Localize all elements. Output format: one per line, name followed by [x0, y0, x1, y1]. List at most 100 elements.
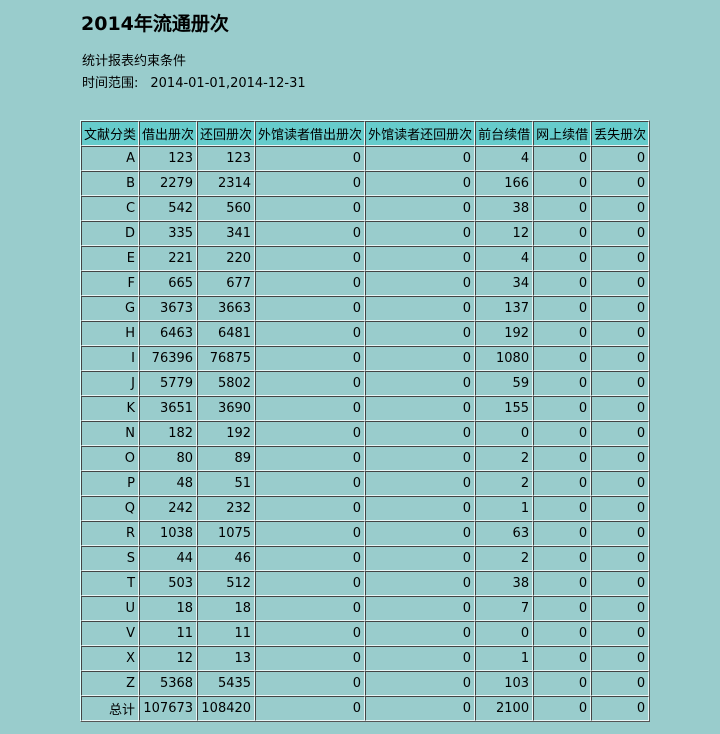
count-cell: 560 [197, 196, 256, 221]
count-cell: 0 [533, 146, 592, 171]
count-cell: 0 [365, 146, 476, 171]
category-cell: E [81, 246, 140, 271]
circulation-table: 文献分类 借出册次 还回册次 外馆读者借出册次 外馆读者还回册次 前台续借 网上续借 丢失册次… [80, 120, 651, 722]
count-cell: 542 [139, 196, 198, 221]
count-cell: 0 [365, 646, 476, 671]
count-cell: 677 [197, 271, 256, 296]
count-cell: 0 [365, 421, 476, 446]
count-cell: 0 [365, 246, 476, 271]
count-cell: 2 [475, 546, 534, 571]
column-header: 外馆读者借出册次 [255, 121, 366, 146]
count-cell: 0 [255, 521, 366, 546]
category-cell: S [81, 546, 140, 571]
count-cell: 0 [255, 671, 366, 696]
count-cell: 76396 [139, 346, 198, 371]
count-cell: 46 [197, 546, 256, 571]
count-cell: 0 [365, 446, 476, 471]
count-cell: 0 [591, 146, 650, 171]
table-body: A 123 123 0 0 4 0 0 B 2279 2314 0 0 166 0 0 C 542 560 0 0 38 0… [81, 146, 650, 721]
category-cell: H [81, 321, 140, 346]
table-row: F 665 677 0 0 34 0 0 [81, 271, 650, 296]
count-cell: 1 [475, 646, 534, 671]
column-header: 文献分类 [81, 121, 140, 146]
count-cell: 0 [591, 246, 650, 271]
count-cell: 0 [475, 621, 534, 646]
table-row: P 48 51 0 0 2 0 0 [81, 471, 650, 496]
count-cell: 182 [139, 421, 198, 446]
count-cell: 155 [475, 396, 534, 421]
count-cell: 0 [255, 646, 366, 671]
table-row: X 12 13 0 0 1 0 0 [81, 646, 650, 671]
count-cell: 512 [197, 571, 256, 596]
table-row: C 542 560 0 0 38 0 0 [81, 196, 650, 221]
count-cell: 0 [255, 321, 366, 346]
count-cell: 0 [255, 296, 366, 321]
count-cell: 0 [591, 346, 650, 371]
count-cell: 38 [475, 571, 534, 596]
report-title: 2014年流通册次 [81, 13, 229, 35]
table-row: K 3651 3690 0 0 155 0 0 [81, 396, 650, 421]
count-cell: 1080 [475, 346, 534, 371]
count-cell: 3690 [197, 396, 256, 421]
count-cell: 18 [139, 596, 198, 621]
table-row: D 335 341 0 0 12 0 0 [81, 221, 650, 246]
count-cell: 0 [255, 446, 366, 471]
header-row: 文献分类 借出册次 还回册次 外馆读者借出册次 外馆读者还回册次 前台续借 网上续借 丢失册次 [81, 121, 650, 146]
count-cell: 0 [255, 221, 366, 246]
count-cell: 0 [533, 646, 592, 671]
category-cell: K [81, 396, 140, 421]
category-cell: O [81, 446, 140, 471]
category-cell: G [81, 296, 140, 321]
count-cell: 220 [197, 246, 256, 271]
count-cell: 0 [365, 521, 476, 546]
category-cell: Z [81, 671, 140, 696]
count-cell: 0 [591, 196, 650, 221]
count-cell: 76875 [197, 346, 256, 371]
count-cell: 103 [475, 671, 534, 696]
table-row: V 11 11 0 0 0 0 0 [81, 621, 650, 646]
table-row: Q 242 232 0 0 1 0 0 [81, 496, 650, 521]
count-cell: 0 [255, 371, 366, 396]
table-row: J 5779 5802 0 0 59 0 0 [81, 371, 650, 396]
count-cell: 0 [365, 696, 476, 721]
count-cell: 6481 [197, 321, 256, 346]
count-cell: 1075 [197, 521, 256, 546]
count-cell: 0 [365, 371, 476, 396]
table-row: U 18 18 0 0 7 0 0 [81, 596, 650, 621]
column-header: 借出册次 [139, 121, 198, 146]
category-cell: V [81, 621, 140, 646]
count-cell: 0 [591, 371, 650, 396]
count-cell: 3673 [139, 296, 198, 321]
count-cell: 0 [533, 296, 592, 321]
count-cell: 12 [475, 221, 534, 246]
count-cell: 51 [197, 471, 256, 496]
category-cell: N [81, 421, 140, 446]
count-cell: 108420 [197, 696, 256, 721]
count-cell: 89 [197, 446, 256, 471]
count-cell: 0 [255, 421, 366, 446]
count-cell: 0 [533, 696, 592, 721]
count-cell: 0 [533, 346, 592, 371]
count-cell: 0 [365, 221, 476, 246]
count-cell: 2 [475, 471, 534, 496]
count-cell: 0 [591, 446, 650, 471]
count-cell: 0 [591, 696, 650, 721]
count-cell: 0 [255, 471, 366, 496]
count-cell: 0 [255, 346, 366, 371]
count-cell: 0 [591, 571, 650, 596]
table-row: H 6463 6481 0 0 192 0 0 [81, 321, 650, 346]
count-cell: 0 [475, 421, 534, 446]
table-row: I 76396 76875 0 0 1080 0 0 [81, 346, 650, 371]
count-cell: 11 [197, 621, 256, 646]
count-cell: 137 [475, 296, 534, 321]
count-cell: 341 [197, 221, 256, 246]
count-cell: 0 [533, 371, 592, 396]
count-cell: 0 [365, 171, 476, 196]
count-cell: 0 [591, 496, 650, 521]
count-cell: 0 [365, 596, 476, 621]
count-cell: 107673 [139, 696, 198, 721]
count-cell: 13 [197, 646, 256, 671]
category-cell: D [81, 221, 140, 246]
category-cell: 总计 [81, 696, 140, 721]
table-row: B 2279 2314 0 0 166 0 0 [81, 171, 650, 196]
